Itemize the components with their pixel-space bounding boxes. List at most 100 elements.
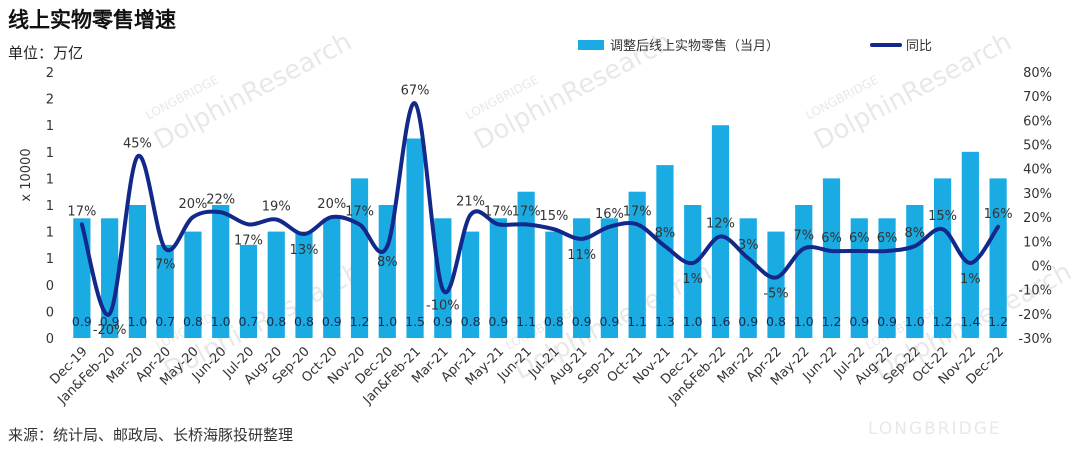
bar-value-label: 0.9: [572, 314, 592, 329]
y-right-tick-label: -20%: [1018, 308, 1052, 323]
bar: [989, 178, 1007, 338]
line-value-label: 13%: [290, 243, 319, 258]
bar: [822, 178, 841, 338]
bar-value-label: 1.0: [794, 314, 814, 329]
bar-value-label: 0.9: [849, 314, 869, 329]
bar-value-label: 0.8: [266, 314, 286, 329]
bar-value-label: 0.9: [322, 314, 342, 329]
bar-value-label: 0.8: [183, 314, 203, 329]
bar: [295, 231, 313, 338]
bar: [878, 218, 896, 338]
yoy-line: [79, 101, 1001, 317]
bar-value-label: 0.9: [72, 314, 92, 329]
bar-value-label: 0.9: [433, 314, 453, 329]
line-value-label: 6%: [849, 231, 870, 246]
bar: [600, 218, 619, 338]
bar-value-label: 1.0: [683, 314, 703, 329]
bar: [573, 218, 591, 338]
bar-value-label: 1.3: [655, 314, 675, 329]
line-labels-layer: 17%-20%45%7%20%22%17%19%13%20%17%8%67%-1…: [67, 83, 1012, 337]
y-left-tick-label: 2: [46, 66, 54, 81]
bar: [933, 178, 952, 338]
line-value-label: 8%: [905, 226, 926, 241]
bar-value-label: 1.2: [933, 314, 953, 329]
bar-value-label: 1.2: [988, 314, 1008, 329]
line-value-label: 20%: [178, 197, 207, 212]
line-value-label: 3%: [738, 238, 759, 253]
legend-bar-label: 调整后线上实物零售（当月）: [610, 38, 779, 54]
bar: [739, 218, 757, 338]
line-value-label: 67%: [401, 83, 430, 98]
y-right-tick-label: 30%: [1023, 187, 1052, 202]
y-left-tick-label: 1: [46, 172, 54, 187]
bar-value-label: 0.8: [461, 314, 481, 329]
line-value-label: 16%: [595, 207, 624, 222]
line-value-label: 17%: [623, 204, 652, 219]
line-value-label: 8%: [377, 255, 398, 270]
line-value-label: 17%: [234, 233, 263, 248]
line-value-label: 20%: [317, 197, 346, 212]
line-value-label: 1%: [682, 272, 703, 287]
y-right-tick-label: -10%: [1018, 284, 1052, 299]
y-left-tick-label: 0: [46, 332, 54, 347]
bar: [517, 191, 535, 338]
bar-value-label: 1.1: [516, 314, 536, 329]
bar: [184, 231, 202, 338]
line-value-label: 21%: [456, 195, 485, 210]
bar-value-label: 1.0: [211, 314, 231, 329]
legend-line-label: 同比: [906, 39, 932, 54]
line-value-label: 17%: [67, 204, 96, 219]
y-right-tick-label: 40%: [1023, 163, 1052, 178]
line-value-label: 16%: [984, 207, 1013, 222]
bar: [656, 165, 674, 338]
line-value-label: 7%: [155, 258, 176, 273]
line-value-label: 6%: [821, 231, 842, 246]
bar: [156, 244, 174, 338]
bar-value-label: 1.4: [960, 314, 980, 329]
line-value-label: 11%: [567, 248, 596, 263]
bar: [489, 218, 507, 338]
bar: [545, 231, 563, 338]
y-right-tick-label: 70%: [1023, 90, 1052, 105]
chart-title: 线上实物零售增速: [8, 8, 176, 32]
bar-value-label: 0.9: [100, 314, 120, 329]
bar: [906, 205, 924, 338]
y-right-tick-label: 50%: [1023, 139, 1052, 154]
bar: [461, 231, 480, 338]
bar-value-label: 1.0: [127, 314, 147, 329]
line-value-label: 22%: [206, 192, 235, 207]
y-right-tick-label: -30%: [1018, 332, 1052, 347]
y-left-tick-label: 0: [46, 279, 54, 294]
line-value-label: 1%: [960, 272, 981, 287]
y-right-tick-label: 10%: [1023, 235, 1052, 250]
line-value-label: 15%: [539, 209, 568, 224]
line-value-label: -20%: [93, 323, 127, 338]
bar-value-label: 1.0: [905, 314, 925, 329]
bar: [406, 138, 424, 338]
bar: [767, 231, 785, 338]
legend-bar-swatch: [578, 40, 604, 50]
bar-value-label: 0.8: [766, 314, 786, 329]
legend: 调整后线上实物零售（当月） 同比: [578, 38, 932, 54]
y-left-axis-label: x 10000: [19, 148, 34, 201]
line-value-label: 45%: [123, 137, 152, 152]
bar-value-label: 0.9: [599, 314, 619, 329]
bar: [850, 218, 868, 338]
y-left-tick-label: 2: [46, 93, 54, 108]
bar: [350, 178, 369, 338]
y-right-tick-label: 60%: [1023, 114, 1052, 129]
watermark-corner: LONGBRIDGE: [868, 419, 1002, 439]
bar-value-label: 1.5: [405, 314, 425, 329]
line-value-label: 8%: [655, 226, 676, 241]
line-value-label: -10%: [426, 299, 460, 314]
y-left-tick-label: 1: [46, 199, 54, 214]
y-right-tick-label: 80%: [1023, 66, 1052, 81]
bar-value-label: 0.7: [155, 314, 175, 329]
y-right-tick-label: 20%: [1023, 211, 1052, 226]
bar: [434, 218, 452, 338]
y-left-tick-label: 1: [46, 119, 54, 134]
y-left-tick-label: 1: [46, 146, 54, 161]
